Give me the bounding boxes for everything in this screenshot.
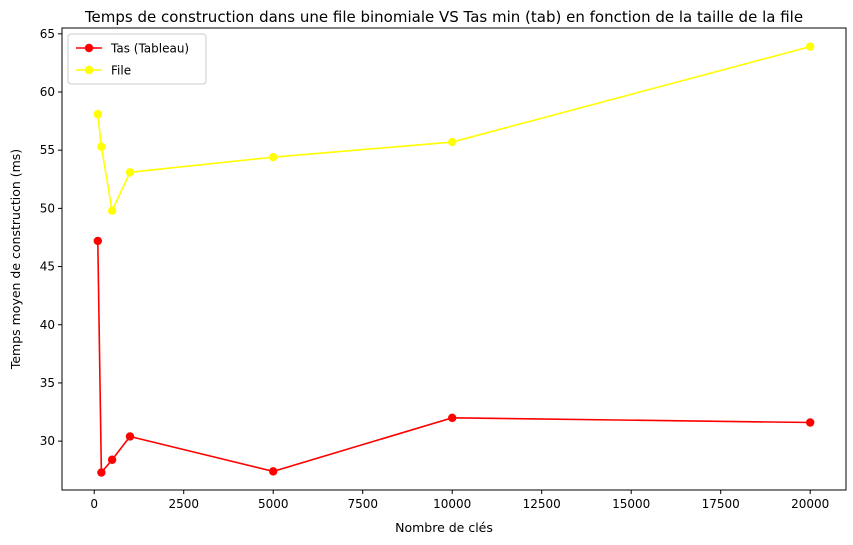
legend-label: File bbox=[111, 64, 131, 78]
data-point bbox=[448, 413, 457, 423]
data-point bbox=[125, 432, 135, 441]
data-point bbox=[125, 168, 135, 177]
y-tick-label: 65 bbox=[40, 27, 55, 41]
y-tick-label: 30 bbox=[40, 434, 55, 448]
legend-marker bbox=[84, 65, 94, 75]
x-tick-label: 15000 bbox=[612, 497, 650, 511]
data-point bbox=[269, 467, 278, 476]
data-point bbox=[97, 142, 106, 151]
y-axis: 30 35 40 45 50 55 60 65 bbox=[40, 27, 62, 448]
x-tick-label: 2500 bbox=[168, 497, 199, 511]
x-axis-label: Nombre de clés bbox=[395, 520, 493, 535]
data-point bbox=[269, 152, 278, 162]
data-point bbox=[107, 206, 117, 215]
y-tick-label: 45 bbox=[40, 260, 55, 274]
y-axis-label: Temps moyen de construction (ms) bbox=[8, 149, 23, 370]
legend-marker bbox=[84, 43, 94, 53]
data-point bbox=[448, 137, 457, 147]
chart-title: Temps de construction dans une file bino… bbox=[84, 8, 803, 26]
x-tick-label: 12500 bbox=[523, 497, 561, 511]
x-tick-label: 5000 bbox=[258, 497, 289, 511]
data-point bbox=[93, 236, 102, 246]
legend-label: Tas (Tableau) bbox=[110, 42, 189, 56]
y-tick-label: 50 bbox=[40, 201, 55, 215]
data-point bbox=[806, 418, 815, 427]
y-tick-label: 60 bbox=[40, 85, 55, 99]
x-tick-label: 10000 bbox=[433, 497, 471, 511]
data-point bbox=[93, 109, 102, 119]
series-layer bbox=[93, 42, 815, 477]
data-point bbox=[806, 42, 815, 51]
data-point bbox=[97, 468, 106, 477]
legend-box bbox=[67, 33, 207, 85]
x-tick-label: 7500 bbox=[347, 497, 378, 511]
plot-frame bbox=[61, 27, 847, 491]
x-tick-label: 0 bbox=[90, 497, 98, 511]
data-point bbox=[107, 455, 117, 464]
x-axis: 0 2500 5000 7500 10000 12500 15000 17500 20000 bbox=[90, 490, 829, 511]
legend: Tas (Tableau) File bbox=[67, 33, 207, 85]
y-tick-label: 35 bbox=[40, 376, 55, 390]
plot-area bbox=[62, 28, 846, 490]
y-tick-label: 55 bbox=[40, 143, 55, 157]
x-tick-label: 17500 bbox=[702, 497, 740, 511]
x-tick-label: 20000 bbox=[791, 497, 829, 511]
y-tick-label: 40 bbox=[40, 318, 55, 332]
